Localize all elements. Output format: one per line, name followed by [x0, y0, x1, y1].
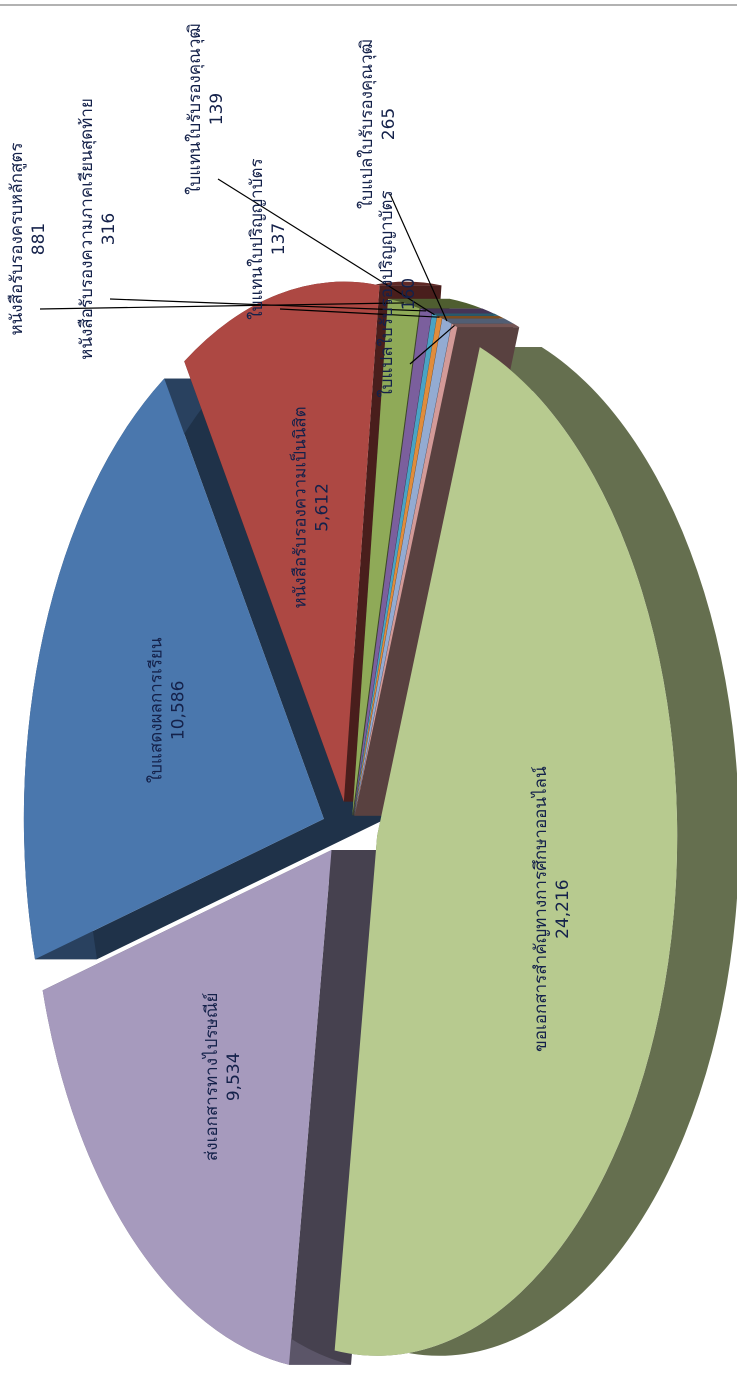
labels: ขอเอกสารสำคัญทางการศึกษาออนไลน์ 24,216 ส่ง… — [7, 23, 573, 1161]
slice-side — [42, 850, 394, 1365]
slice — [354, 323, 458, 816]
category-label: ส่งเอกสารทางไปรษณีย์ — [201, 993, 222, 1162]
data-label: หนังสือรับรองความภาคเรียนสุดท้าย 316 — [77, 98, 119, 360]
data-label: หนังสือรับรองครบหลักสูตร 881 — [7, 142, 49, 335]
slice — [353, 308, 432, 816]
data-label: หนังสือรับรองความเป็นนิสิต 5,612 — [289, 406, 333, 608]
category-label: ขอเอกสารสำคัญทางการศึกษาออนไลน์ — [530, 766, 551, 1052]
data-label: ใบแปลใบรับรองปริญญาบัตร 160 — [376, 190, 419, 397]
slice-wall — [420, 308, 494, 314]
slice-wall — [437, 315, 504, 319]
pie-group: ขอเอกสารสำคัญทางการศึกษาออนไลน์ 24,216 ส่ง… — [7, 23, 737, 1365]
leader-line — [409, 325, 455, 365]
slice — [334, 347, 678, 1356]
leader-line — [39, 302, 404, 310]
value-label: 316 — [99, 213, 119, 245]
value-label: 137 — [269, 223, 289, 255]
category-label: หนังสือรับรองครบหลักสูตร — [7, 142, 27, 335]
slice-tops — [23, 281, 678, 1365]
slice — [42, 850, 332, 1365]
slice — [352, 298, 420, 816]
slice-wall — [334, 347, 737, 1356]
data-label: ขอเอกสารสำคัญทางการศึกษาออนไลน์ 24,216 — [530, 766, 573, 1052]
category-label: ใบแปลใบรับรองคุณวุฒิ — [356, 39, 377, 209]
category-label: หนังสือรับรองความเป็นนิสิต — [289, 406, 311, 608]
slice-wall — [432, 313, 499, 316]
value-label: 139 — [207, 93, 227, 125]
value-label: 24,216 — [553, 879, 573, 938]
value-label: 10,586 — [169, 681, 189, 740]
value-label: 265 — [379, 108, 399, 140]
slice-wall — [388, 298, 482, 309]
value-label: 160 — [399, 278, 419, 310]
value-label: 881 — [29, 223, 49, 255]
slice — [354, 318, 452, 816]
data-label: ใบแปลใบรับรองคุณวุฒิ 265 — [356, 39, 399, 209]
leader-line — [279, 308, 440, 318]
data-label: ใบแทนใบรับรองคุณวุฒิ 139 — [184, 23, 227, 195]
category-label: ใบแทนใบรับรองคุณวุฒิ — [184, 23, 205, 195]
data-label: ใบแสดงผลการเรียน 10,586 — [146, 637, 189, 783]
slice — [353, 313, 437, 816]
data-label: ใบแทนใบปริญญาบัตร 137 — [246, 158, 289, 319]
leader-line — [217, 178, 435, 316]
slice — [184, 281, 380, 802]
slice-wall — [451, 323, 520, 328]
leader-line — [389, 193, 448, 322]
leader-line — [109, 298, 427, 312]
slice — [23, 378, 324, 960]
category-label: ใบแปลใบรับรองปริญญาบัตร — [376, 190, 397, 397]
value-label: 5,612 — [313, 483, 333, 532]
slice — [353, 315, 442, 816]
category-label: ใบแทนใบปริญญาบัตร — [246, 158, 267, 319]
category-label: หนังสือรับรองความภาคเรียนสุดท้าย — [77, 98, 97, 360]
category-label: ใบแสดงผลการเรียน — [146, 637, 167, 783]
data-label: ส่งเอกสารทางไปรษณีย์ 9,534 — [201, 993, 244, 1162]
slice-wall — [442, 318, 514, 324]
value-label: 9,534 — [224, 1052, 244, 1101]
